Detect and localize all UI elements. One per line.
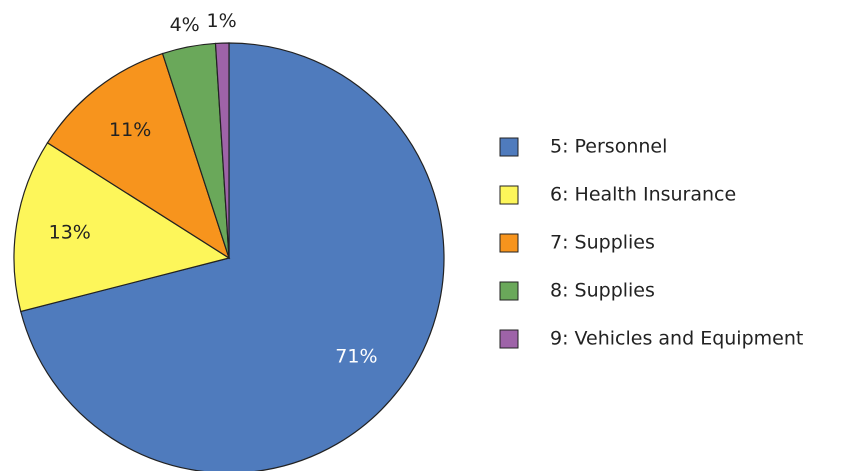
pie-slice (214, 42, 230, 259)
legend-swatch (499, 185, 519, 205)
legend-swatch (499, 329, 519, 349)
legend-label: 7: Supplies (550, 232, 655, 254)
legend-label: 8: Supplies (550, 280, 655, 302)
legend-swatch (499, 281, 519, 301)
legend-swatch (499, 137, 519, 157)
legend-swatch (499, 233, 519, 253)
slice-label: 71% (335, 345, 377, 367)
pie-slice (13, 141, 231, 313)
slice-label: 13% (49, 221, 91, 243)
pie-slice (20, 42, 445, 471)
pie-slice (46, 52, 231, 260)
slice-label: 11% (109, 119, 151, 141)
legend-label: 5: Personnel (550, 136, 667, 158)
legend-label: 9: Vehicles and Equipment (550, 328, 803, 350)
legend-label: 6: Health Insurance (550, 184, 736, 206)
slice-label: 4% (170, 14, 200, 36)
slice-label: 1% (206, 10, 236, 32)
